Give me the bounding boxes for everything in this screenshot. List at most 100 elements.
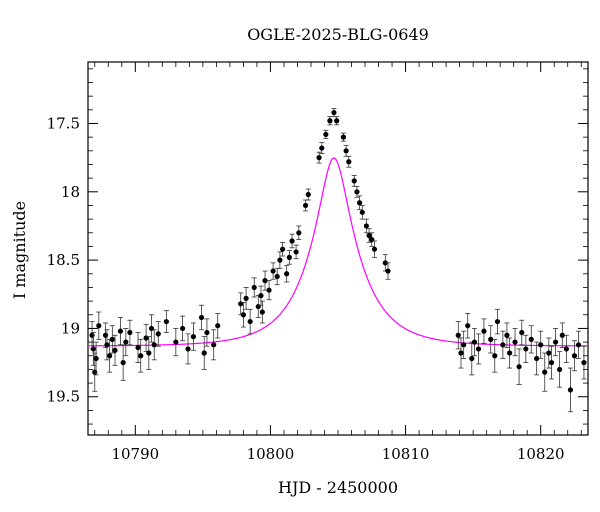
axes: 10790 10800 10810 10820 17.5 18 18.5 19 19.5 xyxy=(47,62,588,463)
data-point xyxy=(534,341,540,376)
data-point xyxy=(567,367,574,413)
data-point-marker xyxy=(211,342,217,348)
data-point-marker xyxy=(204,329,210,336)
data-point-marker xyxy=(327,118,333,124)
data-point-marker xyxy=(512,339,518,345)
data-point xyxy=(240,302,247,328)
data-point xyxy=(305,188,311,201)
data-point xyxy=(494,308,501,335)
data-point-marker xyxy=(279,246,286,252)
data-point xyxy=(504,322,510,348)
data-point-marker xyxy=(201,350,207,356)
data-point xyxy=(151,329,157,361)
data-point-marker xyxy=(289,238,295,244)
data-point xyxy=(120,344,126,381)
data-point-marker xyxy=(323,131,329,138)
x-tick-label: 10810 xyxy=(382,445,430,463)
data-point xyxy=(340,132,347,142)
data-point-marker xyxy=(571,353,578,359)
data-point-marker xyxy=(96,323,102,329)
data-point-marker xyxy=(93,355,99,362)
data-point-marker xyxy=(534,355,540,362)
data-point xyxy=(296,225,302,241)
data-point xyxy=(238,292,244,316)
data-point xyxy=(552,328,559,357)
data-point-marker xyxy=(494,318,501,325)
data-point xyxy=(284,265,290,283)
data-point xyxy=(135,332,141,363)
data-point xyxy=(90,332,97,366)
data-point-marker xyxy=(471,339,478,345)
data-point xyxy=(563,334,569,363)
data-point xyxy=(89,321,95,350)
data-point xyxy=(575,330,582,359)
x-tick-label: 10790 xyxy=(111,445,159,463)
data-point xyxy=(258,285,264,306)
data-point xyxy=(546,337,552,369)
data-point-marker xyxy=(316,155,322,161)
data-point-marker xyxy=(319,145,325,151)
data-point-marker xyxy=(92,369,98,375)
data-point xyxy=(251,277,257,298)
data-point xyxy=(107,338,113,373)
data-point xyxy=(302,199,309,212)
data-point-marker xyxy=(331,109,337,116)
data-point xyxy=(488,325,494,354)
data-point-marker xyxy=(340,134,347,140)
data-point-marker xyxy=(346,159,352,165)
data-point-marker xyxy=(488,336,494,342)
data-point xyxy=(331,108,337,118)
data-point xyxy=(286,250,292,265)
data-point-marker xyxy=(135,344,141,351)
chart-title: OGLE-2025-BLG-0649 xyxy=(247,25,429,44)
data-point-marker xyxy=(143,335,149,341)
data-point-marker xyxy=(104,342,110,348)
data-point-marker xyxy=(563,346,569,352)
data-point xyxy=(523,334,529,363)
data-point-marker xyxy=(102,332,109,338)
data-point xyxy=(512,328,518,357)
data-point-marker xyxy=(469,355,475,362)
data-point xyxy=(363,218,369,234)
data-point-marker xyxy=(302,202,309,209)
data-point-marker xyxy=(334,118,340,124)
data-point-marker xyxy=(363,223,369,229)
data-point xyxy=(262,270,268,291)
data-point-marker xyxy=(481,328,487,334)
x-axis-label: HJD - 2450000 xyxy=(278,478,398,497)
data-point xyxy=(557,351,563,388)
data-point-marker xyxy=(567,387,574,393)
data-point xyxy=(112,334,118,366)
data-point-marker xyxy=(107,353,113,359)
data-point-marker xyxy=(523,346,529,352)
data-point-marker xyxy=(123,339,129,345)
data-point-marker xyxy=(120,359,126,366)
data-point xyxy=(357,195,363,210)
data-point xyxy=(93,341,99,376)
data-point xyxy=(198,304,205,331)
data-point-marker xyxy=(151,342,157,348)
data-point xyxy=(581,345,587,380)
data-point xyxy=(458,337,464,369)
data-point xyxy=(359,205,365,220)
data-point-marker xyxy=(262,278,268,284)
data-point xyxy=(190,322,197,351)
data-point xyxy=(204,318,210,347)
data-point-marker xyxy=(516,364,522,370)
data-point-marker xyxy=(559,332,565,338)
data-point-marker xyxy=(385,268,391,274)
data-point-marker xyxy=(127,329,133,336)
data-point xyxy=(371,240,378,258)
data-point xyxy=(270,262,276,280)
data-point xyxy=(319,142,325,154)
data-point-marker xyxy=(138,353,144,359)
data-point-marker xyxy=(507,350,513,356)
data-point-marker xyxy=(148,325,155,332)
data-point xyxy=(382,254,388,272)
data-point xyxy=(346,155,352,168)
data-point-marker xyxy=(475,346,482,352)
data-point xyxy=(475,333,482,365)
data-point-marker xyxy=(293,249,299,255)
data-point-marker xyxy=(251,284,257,291)
data-point-marker xyxy=(90,346,97,352)
